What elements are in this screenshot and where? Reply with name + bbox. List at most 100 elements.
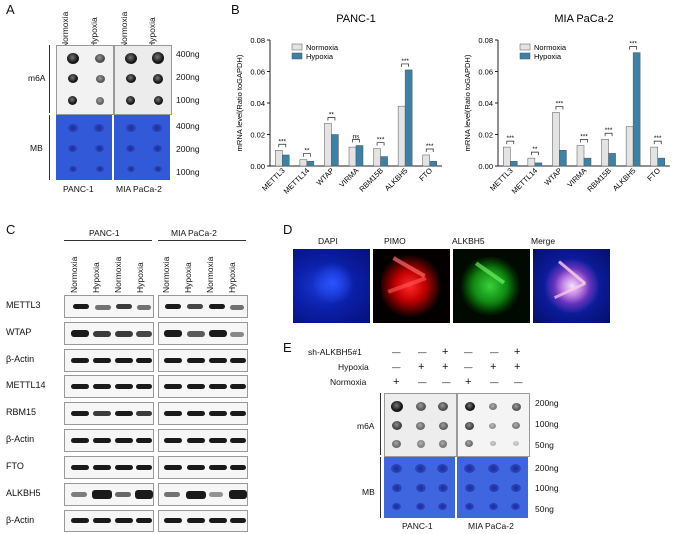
significance-bracket [555,106,564,110]
a-amount: 200ng [176,144,200,154]
c-cell-line [64,240,152,241]
e-bracket [380,457,381,518]
c-cell-line [158,240,246,241]
y-tick-label: 0.02 [250,131,265,140]
bar [510,161,518,167]
micrograph-alkbh5 [453,249,530,323]
y-axis-label: mRNA level(Ratio toGAPDH) [235,54,244,151]
micrograph-pimo [373,249,450,323]
d-label: DAPI [318,236,338,246]
bar [527,157,536,167]
legend-label: Hypoxia [306,52,334,61]
bar-chart-mia: MIA PaCa-2 mRNA level(Ratio toGAPDH) 0.00 0… [463,13,670,196]
significance-bracket [376,142,385,146]
e-sign: — [490,377,499,387]
e-amount: 200ng [535,463,559,473]
e-cell-label: MIA PaCa-2 [468,521,514,531]
significance-bracket [653,140,662,145]
significance-label: *** [506,135,514,142]
e-sign: + [514,346,521,358]
d-label: ALKBH5 [452,236,485,246]
e-sign: + [514,361,521,373]
significance-bracket [401,63,409,67]
e-row-label: sh-ALKBH5#1 [308,347,362,357]
a-amount: 400ng [176,121,200,131]
bar [632,52,641,167]
legend-label: Normoxia [306,43,339,52]
legend-swatch [519,52,531,60]
panel-label-a: A [6,2,15,17]
bar [331,134,339,167]
e-m6a-blot-panc1 [384,393,457,457]
significance-bracket [278,143,287,148]
panel-label-d: D [283,222,293,237]
e-amount: 50ng [535,440,554,450]
x-tick-label: ALKBH5 [611,166,638,193]
e-m6a-blot-mia [457,393,530,457]
bar [355,145,364,167]
a-col-label: Hypoxia [89,17,99,48]
panel-label-e: E [283,340,292,355]
a-m6a-label: m6A [28,73,46,83]
a-amount: 200ng [176,72,200,82]
e-amount: 50ng [535,504,554,514]
x-tick-label: VIRMA [565,166,588,189]
c-col-label: Hypoxia [135,262,145,293]
c-col-label: Normoxia [69,256,79,293]
e-m6a-label: m6A [357,421,375,431]
bar [650,146,658,167]
bar [583,157,592,167]
significance-label: *** [654,135,662,142]
significance-label: *** [605,127,613,134]
bar [534,162,543,167]
bar [373,148,381,167]
c-row-label: β-Actin [6,434,35,444]
chart-title: PANC-1 [336,13,376,25]
a-mb-blot-panc1 [56,115,112,180]
c-cell-label: PANC-1 [89,228,120,238]
a-cell-label: MIA PaCa-2 [116,184,162,194]
e-sign: — [490,347,499,357]
bar [324,123,332,167]
y-tick-label: 0.00 [250,162,265,171]
significance-label: *** [580,134,588,141]
c-row-label: ALKBH5 [6,488,41,498]
y-tick-label: 0.04 [478,99,493,108]
significance-label: ** [532,146,538,153]
e-sign: + [442,346,449,358]
e-mb-label: MB [362,487,375,497]
bar [608,153,616,167]
significance-label: *** [556,100,564,107]
significance-bracket [629,46,637,50]
panel-label-c: C [6,222,16,237]
bar [559,150,567,167]
significance-bracket [531,151,539,156]
e-amount: 100ng [535,483,559,493]
bar [275,150,283,167]
significance-label: *** [629,41,637,48]
y-tick-label: 0.00 [478,162,493,171]
e-sign: — [418,377,427,387]
e-sign: — [514,377,523,387]
a-amount: 100ng [176,95,200,105]
legend-swatch [291,43,303,51]
significance-bracket [303,153,311,157]
bar [503,146,511,167]
e-sign: + [465,376,472,388]
c-col-label: Hypoxia [227,262,237,293]
bar [601,138,609,167]
c-row-label: FTO [6,461,24,471]
y-tick-label: 0.02 [478,131,493,140]
significance-label: ** [329,111,335,118]
c-col-label: Normoxia [113,256,123,293]
x-tick-label: METTL14 [282,166,312,196]
legend-label: Normoxia [534,43,567,52]
a-mb-blot-mia [114,115,170,180]
significance-bracket [425,148,434,152]
e-cell-label: PANC-1 [402,521,433,531]
a-col-label: Hypoxia [147,17,157,48]
significance-label: *** [377,137,385,144]
c-col-label: Hypoxia [91,262,101,293]
e-amount: 200ng [535,398,559,408]
e-sign: — [442,377,451,387]
